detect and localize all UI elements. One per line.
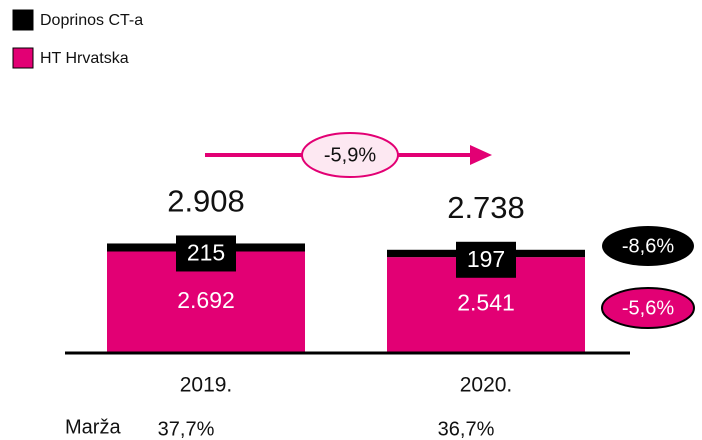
value-label: 2.541 [457,290,515,316]
ct-change-badge [602,226,694,266]
margin-value: 37,7% [158,418,215,440]
legend-swatch [12,47,34,69]
margin-value: 36,7% [438,418,495,440]
x-tick-label: 2020. [460,374,513,397]
ct-change-label: -8,6% [622,235,674,257]
legend-swatch [12,9,34,31]
ht-change-label: -5,6% [622,297,674,319]
change-label: -5,9% [324,144,376,166]
legend-label: Doprinos CT-a [40,12,143,29]
value-label-box [176,235,236,272]
value-label: 2.692 [177,287,235,313]
value-label-box [456,241,516,278]
x-tick-label: 2019. [180,374,233,397]
legend-label: HT Hrvatska [40,50,129,67]
change-arrow-head [470,145,492,165]
margin-label: Marža [65,416,121,438]
total-label: 2.738 [447,190,525,225]
value-label: 197 [467,246,505,272]
change-badge [301,132,399,178]
ht-change-badge [601,287,695,329]
value-label: 215 [187,240,225,266]
total-label: 2.908 [167,184,245,219]
